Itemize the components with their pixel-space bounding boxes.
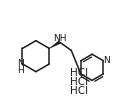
Polygon shape	[49, 41, 60, 48]
Text: N: N	[17, 59, 23, 68]
Text: N: N	[103, 56, 109, 65]
Text: HCl: HCl	[70, 68, 88, 78]
Text: NH: NH	[53, 34, 66, 43]
Text: HCl: HCl	[70, 86, 88, 96]
Text: HCl: HCl	[70, 77, 88, 87]
Text: H: H	[17, 66, 23, 75]
